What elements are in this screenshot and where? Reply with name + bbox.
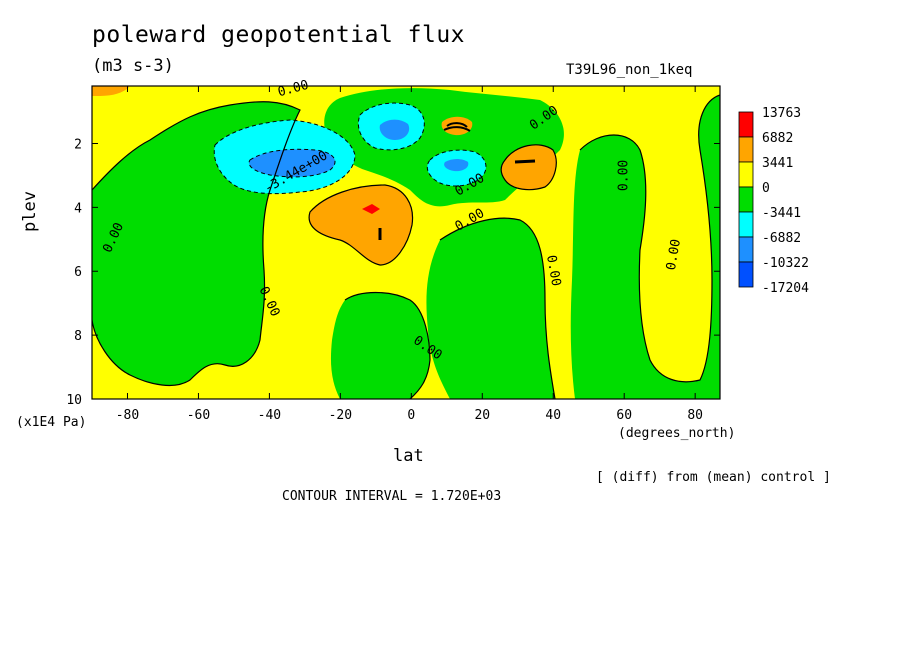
contour-interval: CONTOUR INTERVAL = 1.720E+03 xyxy=(282,489,502,504)
negative-region-far-east xyxy=(570,95,720,399)
units-label: (m3 s-3) xyxy=(92,56,174,76)
negative-region-blue-west xyxy=(249,149,335,177)
contour-lines xyxy=(92,94,720,399)
positive-region-red-center xyxy=(362,204,380,214)
x-tick-label: 60 xyxy=(616,408,632,423)
colorbar-swatch xyxy=(738,186,754,213)
colorbar-swatch xyxy=(738,236,754,263)
colorbar-swatch xyxy=(738,261,754,288)
negative-region-blue-center xyxy=(379,119,410,140)
positive-region-orange-center xyxy=(309,185,413,265)
y-tick-label: 4 xyxy=(74,201,82,216)
positive-region-orange-upper xyxy=(441,116,473,136)
contour-label: 0.00 xyxy=(617,160,632,191)
diff-note: [ (diff) from (mean) control ] xyxy=(596,470,831,485)
colorbar-swatch xyxy=(738,161,754,188)
positive-region-orange-east xyxy=(501,144,557,190)
negative-region-lower-center xyxy=(330,292,430,399)
negative-region-blue-east xyxy=(444,159,469,172)
y-tick-label: 8 xyxy=(74,329,82,344)
x-tick-label: -60 xyxy=(187,408,210,423)
x-tick-label: 20 xyxy=(474,408,490,423)
x-tick-label: 40 xyxy=(545,408,561,423)
colorbar-label: -6882 xyxy=(762,231,801,246)
colorbar-swatch xyxy=(738,211,754,238)
y-ticks: 2 4 6 8 10 xyxy=(66,137,720,408)
negative-region-east-center xyxy=(426,218,555,399)
contour-label: 0.00 xyxy=(543,254,563,287)
y-tick-label: 6 xyxy=(74,265,82,280)
plot-frame xyxy=(91,85,721,400)
colorbar-swatch xyxy=(738,136,754,163)
contour-label: 0.00 xyxy=(664,238,684,271)
colorbar-label: 3441 xyxy=(762,156,793,171)
colorbar: 13763 6882 3441 0 -3441 -6882 -10322 -17204 xyxy=(738,106,809,296)
colorbar-label: -10322 xyxy=(762,256,809,271)
plot-fields xyxy=(92,86,720,399)
x-axis-units: (degrees_north) xyxy=(618,426,736,441)
colorbar-label: 0 xyxy=(762,181,770,196)
run-name-label: T39L96_non_1keq xyxy=(566,62,693,78)
x-tick-label: 0 xyxy=(407,408,415,423)
y-axis-units: (x1E4 Pa) xyxy=(16,415,87,430)
x-tick-label: -40 xyxy=(258,408,281,423)
x-ticks: -80 -60 -40 -20 0 20 40 60 80 xyxy=(116,86,703,423)
chart-title: poleward geopotential flux xyxy=(92,22,466,48)
negative-contour-lines xyxy=(213,102,487,195)
y-tick-label: 10 xyxy=(66,393,82,408)
x-tick-label: -20 xyxy=(329,408,352,423)
colorbar-label: -3441 xyxy=(762,206,801,221)
y-axis-label: plev xyxy=(20,191,40,232)
colorbar-label: -17204 xyxy=(762,281,809,296)
colorbar-label: 13763 xyxy=(762,106,801,121)
positive-region-orange-topleft xyxy=(92,86,130,96)
y-tick-label: 2 xyxy=(74,137,82,152)
colorbar-swatch xyxy=(738,111,754,138)
x-tick-label: 80 xyxy=(687,408,703,423)
x-axis-label: lat xyxy=(393,446,424,466)
x-tick-label: -80 xyxy=(116,408,139,423)
colorbar-label: 6882 xyxy=(762,131,793,146)
